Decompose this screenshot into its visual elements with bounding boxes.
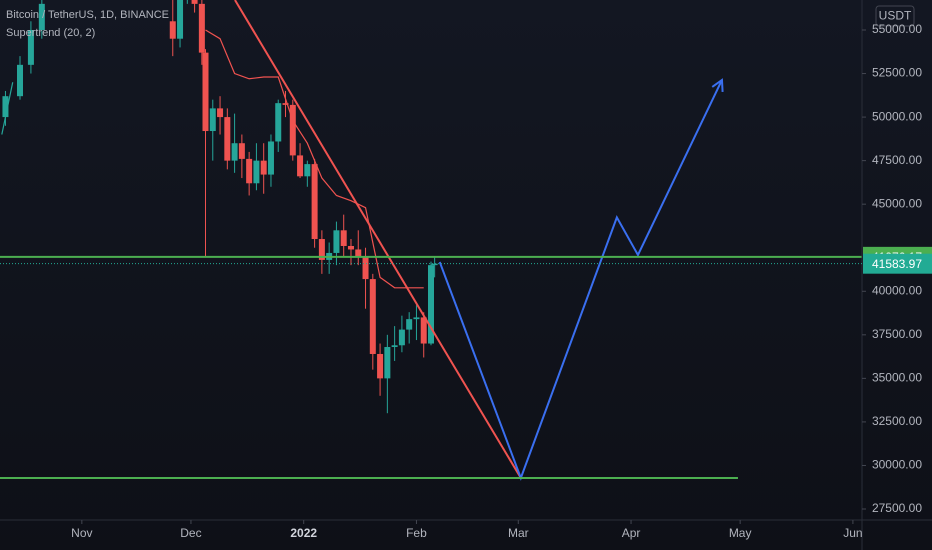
candle-body	[413, 317, 420, 320]
candle-body	[17, 64, 24, 97]
candle-body	[340, 230, 347, 246]
candle-body	[2, 96, 9, 118]
candle-body	[428, 265, 434, 344]
candle-body	[177, 0, 184, 39]
candle-body	[297, 155, 304, 177]
candle-body	[224, 117, 231, 161]
candle-body	[318, 239, 325, 260]
candle-body	[198, 3, 205, 53]
x-tick-label: May	[729, 526, 752, 540]
y-tick-label: 50000.00	[872, 109, 922, 123]
candle-body	[406, 319, 413, 330]
x-tick-label: Feb	[406, 526, 427, 540]
candle-body	[289, 104, 296, 156]
y-tick-label: 37500.00	[872, 327, 922, 341]
candle-body	[377, 353, 384, 379]
x-tick-label: Apr	[622, 526, 641, 540]
candle-body	[38, 3, 45, 30]
candle-body	[355, 249, 362, 257]
candle-body	[260, 160, 267, 175]
candle-body	[27, 29, 34, 65]
x-tick-label: Dec	[180, 526, 201, 540]
currency-box[interactable]	[875, 5, 915, 27]
candle-body	[202, 52, 209, 132]
arrow-head	[711, 78, 724, 93]
candle-body	[304, 164, 311, 177]
y-tick-label: 27500.00	[872, 501, 922, 515]
candle-body	[231, 143, 238, 161]
trend-drawing	[438, 79, 723, 481]
candle-body	[275, 103, 282, 142]
y-tick-label: 47500.00	[872, 153, 922, 167]
candle-body	[282, 103, 289, 105]
y-tick-label: 55000.00	[872, 22, 922, 36]
candle-body	[267, 141, 274, 175]
candle-body	[169, 21, 176, 39]
candle-body	[253, 160, 260, 184]
candle-body	[391, 345, 398, 348]
candle-body	[384, 347, 391, 379]
y-tick-label: 40000.00	[872, 283, 922, 297]
x-tick-label: Nov	[71, 526, 92, 540]
candle-body	[246, 158, 253, 184]
price-tag-label: 41583.97	[872, 257, 922, 271]
candle-body	[238, 143, 245, 159]
y-tick-label: 32500.00	[872, 414, 922, 428]
candle-body	[420, 317, 427, 344]
candle-body	[209, 108, 216, 132]
candle-body	[191, 0, 198, 4]
candle-body	[369, 279, 376, 354]
x-tick-label: 2022	[290, 526, 317, 540]
candle-body	[217, 108, 224, 118]
price-tag	[863, 253, 932, 274]
candle-body	[398, 329, 405, 346]
y-tick-label: 45000.00	[872, 196, 922, 210]
x-tick-label: Mar	[508, 526, 529, 540]
candle-body	[347, 245, 354, 250]
trend-drawing	[234, 0, 522, 479]
candle-body	[362, 256, 369, 280]
y-tick-label: 30000.00	[872, 458, 922, 472]
x-tick-label: Jun	[843, 526, 862, 540]
indicator-label[interactable]: Supertrend (20, 2)	[6, 27, 95, 39]
candle-body	[431, 263, 438, 266]
y-tick-label: 35000.00	[872, 371, 922, 385]
candle-body	[311, 164, 318, 240]
y-tick-label: 52500.00	[872, 66, 922, 80]
candle-body	[333, 230, 340, 253]
currency-label[interactable]: USDT	[879, 9, 912, 23]
plot-area	[0, 0, 862, 481]
chart-title: Bitcoin / TetherUS, 1D, BINANCE	[6, 9, 169, 21]
